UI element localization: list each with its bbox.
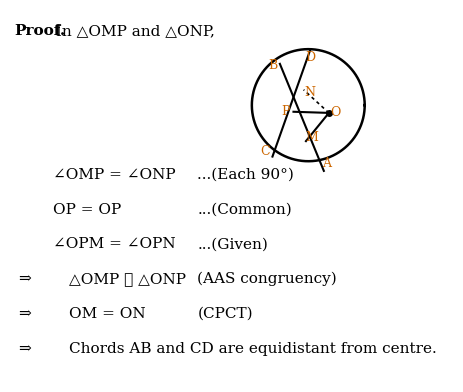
Text: △OMP ≅ △ONP: △OMP ≅ △ONP [69, 272, 186, 286]
Text: C: C [260, 145, 269, 158]
Text: P: P [281, 105, 289, 118]
Text: OM = ON: OM = ON [69, 307, 145, 321]
Text: In △OMP and △ONP,: In △OMP and △ONP, [51, 24, 215, 38]
Text: Chords AB and CD are equidistant from centre.: Chords AB and CD are equidistant from ce… [69, 342, 436, 356]
Text: D: D [305, 51, 314, 64]
Text: O: O [330, 106, 340, 120]
Text: B: B [268, 59, 277, 72]
Text: Proof.: Proof. [14, 24, 66, 38]
Text: (AAS congruency): (AAS congruency) [197, 272, 337, 286]
Text: ...(Common): ...(Common) [197, 203, 292, 216]
Text: OP = OP: OP = OP [53, 203, 121, 216]
Text: ∠OPM = ∠OPN: ∠OPM = ∠OPN [53, 237, 175, 251]
Text: ⇒: ⇒ [19, 307, 31, 321]
Text: ...(Each 90°): ...(Each 90°) [197, 168, 294, 182]
Text: A: A [322, 158, 331, 171]
Text: ∠OMP = ∠ONP: ∠OMP = ∠ONP [53, 168, 175, 182]
Text: ...(Given): ...(Given) [197, 237, 268, 251]
Text: ⇒: ⇒ [19, 272, 31, 286]
Text: (CPCT): (CPCT) [197, 307, 252, 321]
Text: N: N [304, 86, 315, 99]
Text: M: M [305, 131, 318, 144]
Text: ⇒: ⇒ [19, 342, 31, 356]
